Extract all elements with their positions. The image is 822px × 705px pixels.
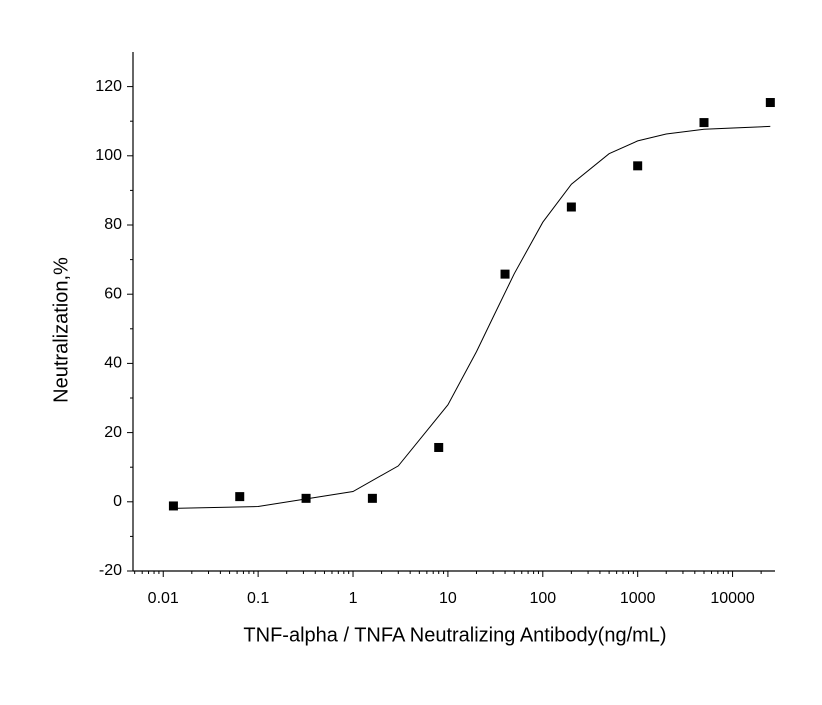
point [765, 98, 775, 108]
y-tick-label: 80 [104, 216, 122, 233]
point [500, 269, 510, 279]
y-tick-label: 100 [95, 147, 122, 164]
y-tick-label: 40 [104, 355, 122, 372]
y-axis-label: Neutralization,% [50, 257, 72, 403]
point [434, 442, 444, 452]
point [566, 202, 576, 212]
point [699, 118, 709, 128]
x-tick-label: 1 [349, 590, 358, 607]
y-tick-label: 120 [95, 78, 122, 95]
x-tick-label: 100 [529, 590, 556, 607]
point [633, 161, 643, 171]
x-tick-label: 0.1 [247, 590, 269, 607]
fit-line [173, 125, 771, 509]
x-tick-label: 10 [439, 590, 457, 607]
x-tick-label: 1000 [620, 590, 656, 607]
x-axis-label: TNF-alpha / TNFA Neutralizing Antibody(n… [243, 624, 666, 646]
y-tick-label: -20 [99, 562, 122, 579]
y-tick-label: 0 [113, 493, 122, 510]
point [301, 493, 311, 503]
point [367, 493, 377, 503]
y-tick-label: 60 [104, 285, 122, 302]
x-tick-label: 0.01 [148, 590, 179, 607]
point [168, 501, 178, 511]
x-tick-label: 10000 [710, 590, 755, 607]
point [235, 492, 245, 502]
y-tick-label: 20 [104, 424, 122, 441]
